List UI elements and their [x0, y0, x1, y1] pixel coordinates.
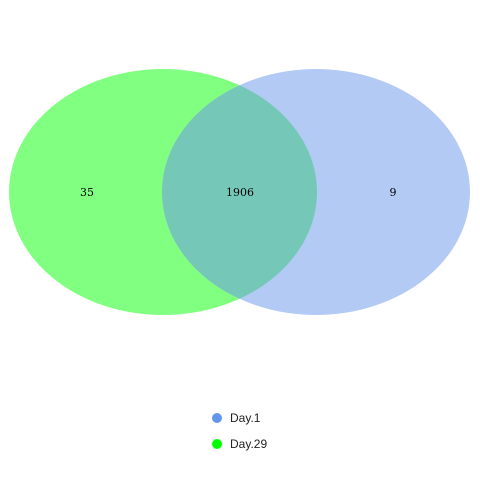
region-count-both: 1906 — [226, 186, 254, 199]
legend: Day.1 Day.29 — [212, 408, 267, 460]
legend-dot-day1 — [212, 413, 222, 423]
legend-label-day29: Day.29 — [230, 437, 268, 451]
region-count-day29-only: 35 — [80, 186, 94, 199]
legend-item-day1: Day.1 — [212, 408, 267, 428]
legend-dot-day29 — [212, 439, 222, 449]
legend-item-day29: Day.29 — [212, 434, 267, 454]
region-count-day1-only: 9 — [390, 186, 397, 199]
set-overlap — [162, 69, 317, 315]
legend-label-day1: Day.1 — [230, 411, 261, 425]
